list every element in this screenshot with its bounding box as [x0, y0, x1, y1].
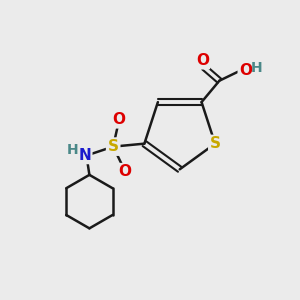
Text: N: N — [79, 148, 91, 163]
Text: O: O — [239, 63, 252, 78]
Text: S: S — [210, 136, 220, 151]
Text: O: O — [118, 164, 131, 179]
Text: O: O — [196, 53, 209, 68]
Text: H: H — [66, 143, 78, 157]
Text: O: O — [112, 112, 126, 128]
Text: H: H — [250, 61, 262, 75]
Text: S: S — [108, 139, 119, 154]
